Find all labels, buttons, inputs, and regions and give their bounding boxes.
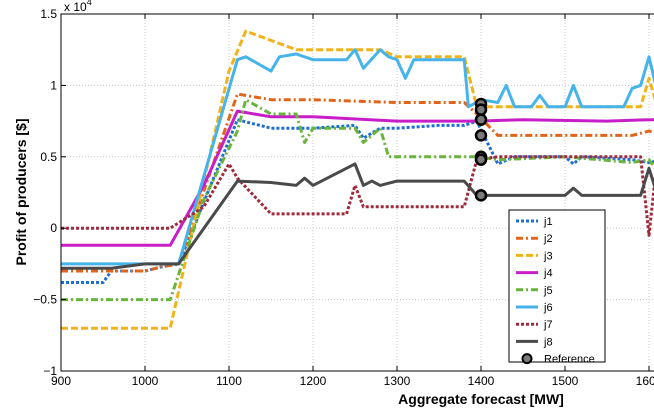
legend-label-j3: j3 [543,250,553,262]
legend-label-j8: j8 [543,336,553,348]
y-tick-label: 1.5 [40,7,57,21]
reference-point [476,190,486,200]
legend-label-j4: j4 [543,268,553,280]
x-tick-label: 1600 [636,374,654,388]
y-axis-multiplier-base: x 10 [64,0,87,14]
y-axis-multiplier-exponent: 4 [87,0,92,7]
y-tick-label: 0.5 [40,150,57,164]
legend-label-j6: j6 [543,302,553,314]
legend-box [509,210,605,362]
legend-label-j7: j7 [543,319,553,331]
x-axis-label: Aggregate forecast [MW] [398,391,564,407]
legend-swatch-reference [523,354,532,363]
y-axis-label: Profit of producers [$] [13,118,29,265]
legend-label-j2: j2 [543,233,553,245]
legend-label-reference: Reference [544,354,595,366]
legend-label-j1: j1 [543,216,553,228]
y-tick-label: 1 [50,78,57,92]
y-axis-multiplier: x 104 [64,0,92,14]
x-tick-label: 1200 [300,374,327,388]
x-tick-label: 1500 [552,374,579,388]
reference-point [476,105,486,115]
reference-point [476,155,486,165]
y-tick-label: −1 [43,364,57,378]
reference-point [476,130,486,140]
legend-label-j5: j5 [543,285,553,297]
legend: j1 j2 j3 j4 j5 j6 j7 j8 Reference [509,210,605,366]
reference-point [476,115,486,125]
y-tick-label: 0 [50,221,57,235]
x-tick-label: 1400 [468,374,495,388]
x-tick-label: 1300 [384,374,411,388]
x-tick-label: 1000 [132,374,159,388]
y-tick-label: −0.5 [33,293,57,307]
x-tick-label: 1100 [216,374,242,388]
